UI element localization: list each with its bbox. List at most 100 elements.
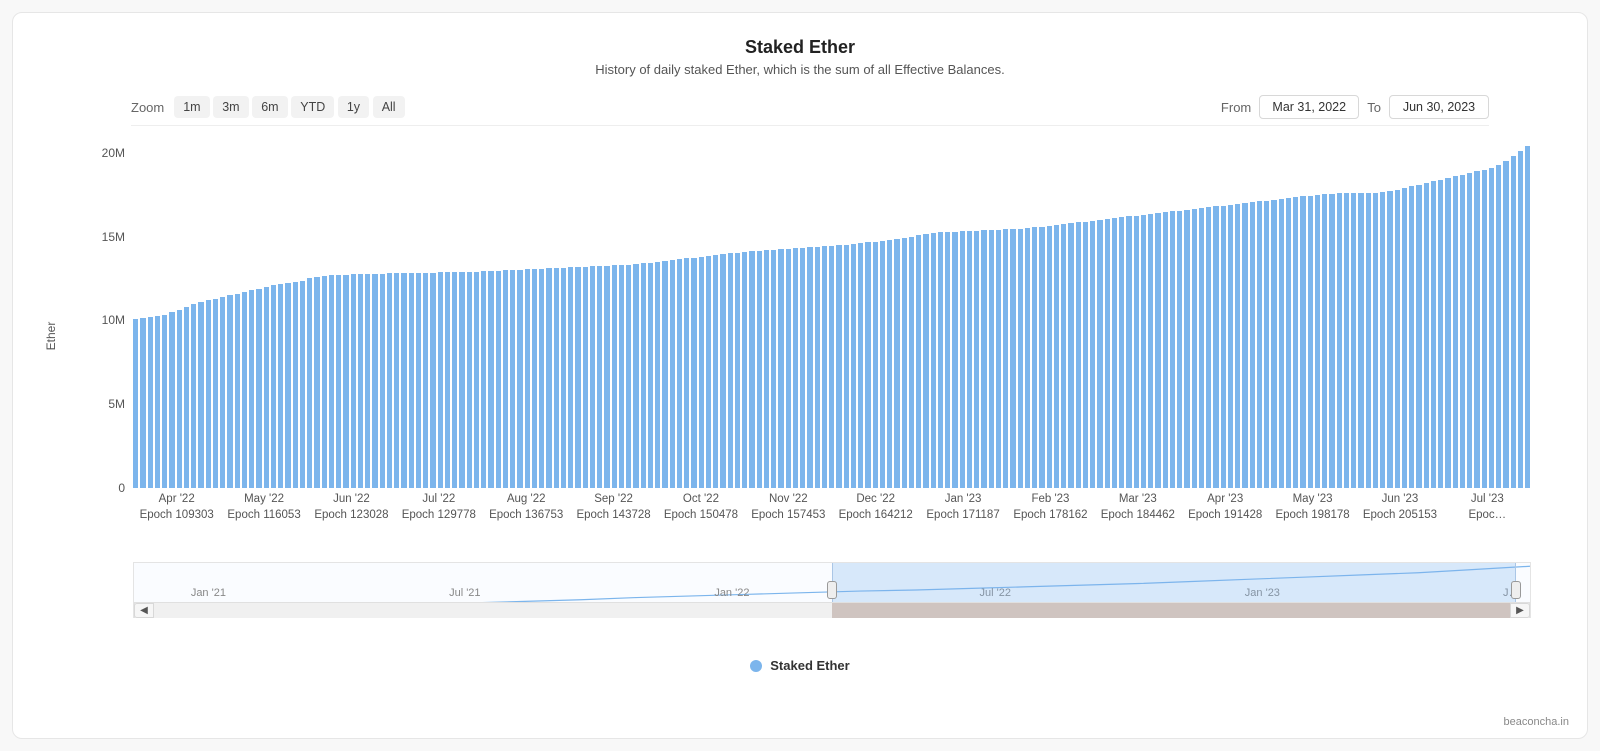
bar[interactable]	[1126, 216, 1131, 488]
bar[interactable]	[902, 238, 907, 488]
to-date-input[interactable]: Jun 30, 2023	[1389, 95, 1489, 119]
bar[interactable]	[800, 248, 805, 488]
bar[interactable]	[1250, 202, 1255, 488]
bar[interactable]	[749, 251, 754, 488]
bar[interactable]	[648, 263, 653, 488]
bar[interactable]	[771, 250, 776, 488]
bar[interactable]	[249, 290, 254, 488]
bar[interactable]	[227, 295, 232, 488]
bar[interactable]	[909, 237, 914, 488]
bar[interactable]	[691, 258, 696, 488]
bar[interactable]	[1474, 171, 1479, 488]
bar[interactable]	[1061, 224, 1066, 488]
bar[interactable]	[793, 248, 798, 488]
bar[interactable]	[264, 287, 269, 488]
bar[interactable]	[546, 268, 551, 488]
bar[interactable]	[1170, 211, 1175, 488]
bar[interactable]	[329, 275, 334, 488]
zoom-button-3m[interactable]: 3m	[213, 96, 248, 118]
bar[interactable]	[1184, 210, 1189, 488]
bar[interactable]	[191, 304, 196, 488]
bar[interactable]	[474, 272, 479, 488]
bar[interactable]	[452, 272, 457, 488]
bar[interactable]	[554, 268, 559, 488]
bar[interactable]	[757, 251, 762, 488]
bar[interactable]	[894, 239, 899, 488]
bar[interactable]	[604, 266, 609, 488]
bar[interactable]	[343, 275, 348, 488]
bar[interactable]	[764, 250, 769, 488]
bar[interactable]	[1242, 203, 1247, 488]
zoom-button-1y[interactable]: 1y	[338, 96, 369, 118]
bar[interactable]	[242, 292, 247, 488]
bar[interactable]	[575, 267, 580, 488]
navigator-scroll-left-button[interactable]: ◀	[134, 603, 154, 618]
bar[interactable]	[989, 230, 994, 488]
bar[interactable]	[481, 271, 486, 488]
bar[interactable]	[416, 273, 421, 488]
bar[interactable]	[952, 232, 957, 488]
bar[interactable]	[728, 253, 733, 488]
bar[interactable]	[1264, 201, 1269, 488]
bar[interactable]	[829, 246, 834, 488]
bar[interactable]	[1402, 188, 1407, 488]
bar[interactable]	[133, 319, 138, 488]
bar[interactable]	[1221, 206, 1226, 488]
bar[interactable]	[974, 231, 979, 488]
bar[interactable]	[1431, 181, 1436, 488]
bar[interactable]	[1525, 146, 1530, 488]
bar[interactable]	[503, 270, 508, 488]
bar[interactable]	[931, 233, 936, 488]
bar[interactable]	[633, 264, 638, 488]
navigator-handle-right[interactable]	[1511, 581, 1521, 599]
bar[interactable]	[365, 274, 370, 488]
bar[interactable]	[401, 273, 406, 488]
bar[interactable]	[1482, 170, 1487, 488]
bar[interactable]	[184, 307, 189, 488]
bar[interactable]	[1308, 196, 1313, 488]
zoom-button-1m[interactable]: 1m	[174, 96, 209, 118]
bar[interactable]	[1192, 209, 1197, 488]
bar[interactable]	[1453, 176, 1458, 488]
bar[interactable]	[1235, 204, 1240, 488]
bar[interactable]	[1322, 194, 1327, 488]
navigator-scroll-right-button[interactable]: ▶	[1510, 603, 1530, 618]
bar[interactable]	[742, 252, 747, 488]
zoom-button-all[interactable]: All	[373, 96, 405, 118]
bar[interactable]	[285, 283, 290, 488]
bar[interactable]	[220, 297, 225, 488]
bar[interactable]	[155, 316, 160, 488]
bar[interactable]	[938, 232, 943, 488]
bar[interactable]	[307, 278, 312, 488]
bar[interactable]	[786, 249, 791, 488]
bar[interactable]	[1424, 183, 1429, 488]
bar[interactable]	[662, 261, 667, 488]
bar[interactable]	[140, 318, 145, 488]
bar[interactable]	[169, 312, 174, 488]
bar[interactable]	[1148, 214, 1153, 488]
bar[interactable]	[1090, 221, 1095, 488]
bar[interactable]	[430, 273, 435, 488]
zoom-button-ytd[interactable]: YTD	[291, 96, 334, 118]
bar[interactable]	[1155, 213, 1160, 488]
bar[interactable]	[996, 230, 1001, 488]
bar[interactable]	[1257, 201, 1262, 488]
bar[interactable]	[1279, 199, 1284, 488]
bar[interactable]	[438, 272, 443, 488]
from-date-input[interactable]: Mar 31, 2022	[1259, 95, 1359, 119]
bar[interactable]	[1300, 196, 1305, 488]
bar[interactable]	[322, 276, 327, 488]
bar[interactable]	[445, 272, 450, 488]
bar[interactable]	[619, 265, 624, 488]
bar[interactable]	[1503, 161, 1508, 488]
bar[interactable]	[641, 263, 646, 488]
bar[interactable]	[1518, 151, 1523, 488]
bar[interactable]	[198, 302, 203, 488]
bar[interactable]	[699, 257, 704, 488]
bar[interactable]	[256, 289, 261, 488]
bar[interactable]	[887, 240, 892, 488]
bar[interactable]	[1445, 178, 1450, 488]
bar[interactable]	[815, 247, 820, 488]
bar[interactable]	[1373, 193, 1378, 489]
bar[interactable]	[684, 258, 689, 488]
